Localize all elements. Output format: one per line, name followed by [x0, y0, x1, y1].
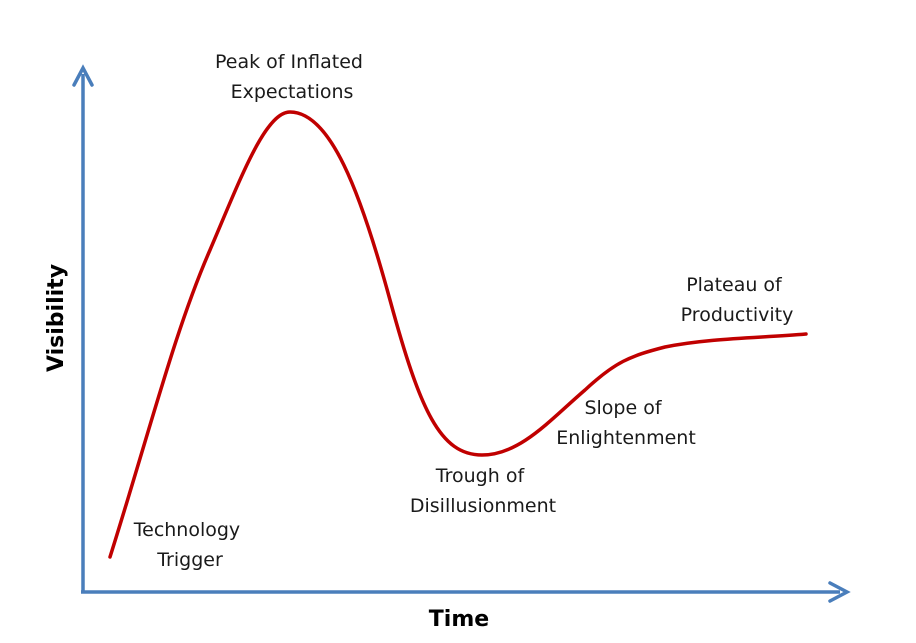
- label-technology-trigger: Technology Trigger: [133, 519, 246, 571]
- hype-curve: [108, 110, 808, 559]
- label-plateau-line-2: Productivity: [681, 304, 794, 326]
- x-axis-title: Time: [429, 607, 489, 632]
- label-trough-line-1: Trough of: [435, 465, 526, 487]
- label-trough-of-disillusionment: Trough of Disillusionment: [410, 465, 556, 517]
- label-slope-of-enlightenment: Slope of Enlightenment: [556, 397, 696, 449]
- label-slope-line-1: Slope of: [584, 397, 662, 419]
- y-axis-title: Visibility: [44, 264, 69, 372]
- label-technology-trigger-line-1: Technology: [133, 519, 240, 541]
- x-axis-arrowhead: [828, 581, 851, 603]
- label-peak-line-2: Expectations: [231, 81, 354, 103]
- label-peak-line-1: Peak of Inflated: [215, 51, 363, 73]
- label-trough-line-2: Disillusionment: [410, 495, 556, 517]
- label-plateau-line-1: Plateau of: [686, 274, 783, 296]
- y-axis-arrowhead: [72, 64, 94, 87]
- label-technology-trigger-line-2: Trigger: [156, 549, 223, 571]
- label-slope-line-2: Enlightenment: [556, 427, 696, 449]
- axes: [72, 64, 851, 603]
- label-plateau-of-productivity: Plateau of Productivity: [681, 274, 794, 326]
- label-peak-of-inflated-expectations: Peak of Inflated Expectations: [215, 51, 369, 103]
